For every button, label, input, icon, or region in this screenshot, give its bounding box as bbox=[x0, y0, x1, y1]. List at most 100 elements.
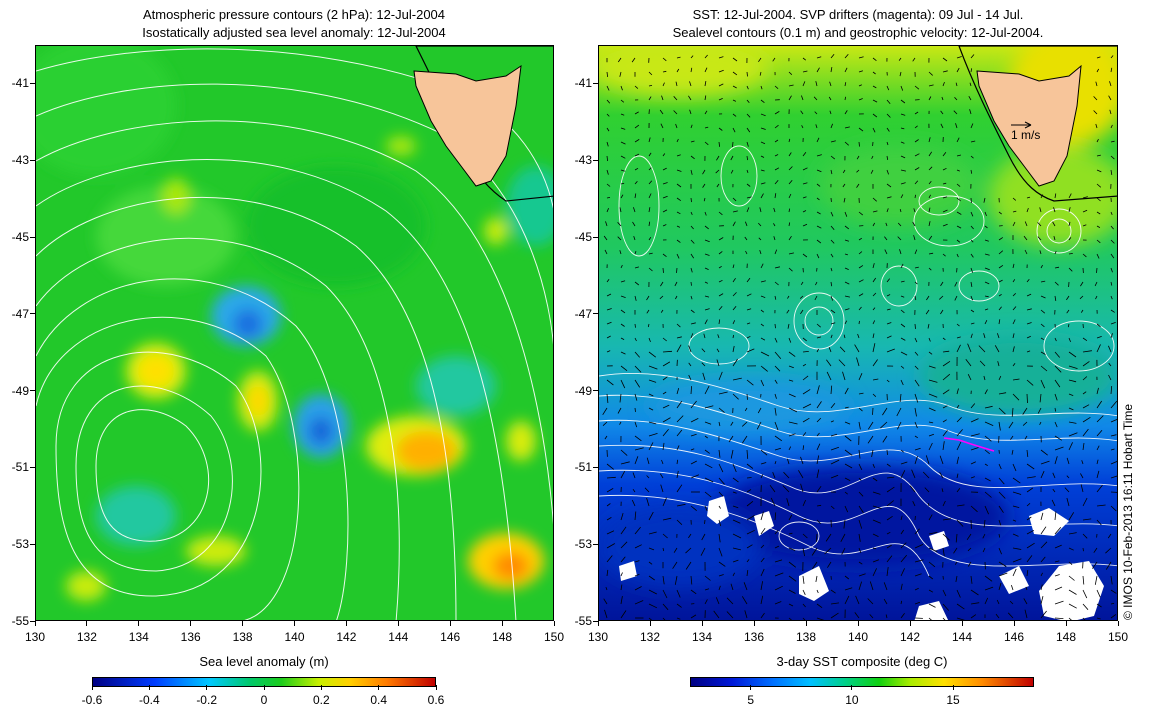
velocity-arrow bbox=[956, 323, 960, 327]
velocity-arrow bbox=[760, 263, 764, 269]
velocity-arrow bbox=[1082, 376, 1088, 381]
velocity-arrow bbox=[1108, 374, 1112, 381]
velocity-arrow bbox=[900, 470, 906, 479]
left-x-tick-mark bbox=[449, 621, 451, 626]
velocity-arrow bbox=[858, 519, 863, 529]
velocity-arrow bbox=[718, 265, 722, 269]
velocity-arrow bbox=[858, 392, 864, 395]
velocity-arrow bbox=[816, 183, 821, 187]
velocity-arrow bbox=[648, 442, 654, 451]
velocity-arrow bbox=[996, 599, 1000, 605]
velocity-arrow bbox=[1068, 267, 1073, 272]
velocity-arrow bbox=[842, 169, 846, 174]
velocity-arrow bbox=[648, 152, 652, 157]
velocity-arrow bbox=[802, 432, 807, 437]
velocity-arrow bbox=[718, 127, 723, 131]
velocity-arrow bbox=[956, 169, 960, 172]
velocity-arrow bbox=[984, 308, 989, 311]
right-x-tick-label: 148 bbox=[1055, 630, 1077, 644]
velocity-arrow bbox=[690, 124, 693, 129]
velocity-arrow bbox=[1052, 488, 1056, 493]
velocity-arrow bbox=[620, 194, 624, 199]
velocity-arrow bbox=[688, 345, 692, 353]
velocity-arrow bbox=[816, 455, 820, 465]
velocity-arrow bbox=[716, 359, 720, 367]
velocity-arrow bbox=[704, 54, 708, 59]
velocity-arrow bbox=[662, 497, 667, 507]
velocity-arrow bbox=[826, 359, 832, 367]
velocity-arrow bbox=[925, 309, 930, 315]
velocity-scale-label: 1 m/s bbox=[1011, 128, 1040, 142]
velocity-arrow bbox=[830, 420, 834, 423]
velocity-arrow bbox=[718, 371, 723, 381]
velocity-arrow bbox=[1026, 503, 1031, 507]
velocity-arrow bbox=[900, 85, 904, 91]
velocity-arrow bbox=[732, 572, 735, 577]
velocity-arrow bbox=[718, 251, 723, 255]
velocity-arrow bbox=[1054, 435, 1063, 441]
right-y-tick-label: -51 bbox=[574, 460, 592, 475]
velocity-arrow bbox=[619, 393, 622, 403]
velocity-arrow bbox=[928, 166, 933, 171]
velocity-arrow bbox=[998, 407, 1006, 415]
velocity-arrow bbox=[704, 575, 711, 581]
velocity-arrow bbox=[829, 81, 832, 87]
velocity-arrow bbox=[1067, 323, 1070, 328]
velocity-arrow bbox=[998, 491, 1006, 499]
velocity-arrow bbox=[858, 293, 864, 297]
velocity-arrow bbox=[802, 499, 806, 507]
velocity-arrow bbox=[1109, 81, 1112, 87]
velocity-arrow bbox=[914, 435, 919, 439]
right-y-tick-label: -45 bbox=[574, 230, 592, 244]
velocity-arrow bbox=[1082, 547, 1084, 552]
velocity-arrow bbox=[1110, 239, 1115, 244]
velocity-arrow bbox=[788, 547, 796, 551]
velocity-arrow bbox=[606, 278, 610, 283]
velocity-arrow bbox=[659, 295, 664, 300]
left-x-tick-mark bbox=[345, 621, 347, 626]
velocity-arrow bbox=[872, 519, 881, 524]
velocity-arrow bbox=[1066, 475, 1070, 479]
velocity-arrow bbox=[956, 388, 959, 395]
velocity-arrow bbox=[914, 167, 920, 171]
velocity-arrow bbox=[788, 365, 794, 369]
velocity-arrow bbox=[954, 97, 958, 101]
velocity-arrow bbox=[1040, 323, 1045, 328]
velocity-arrow bbox=[872, 568, 877, 577]
velocity-arrow bbox=[772, 57, 776, 62]
velocity-arrow bbox=[955, 82, 958, 87]
velocity-arrow bbox=[732, 393, 739, 400]
velocity-arrow bbox=[1012, 197, 1017, 201]
velocity-arrow bbox=[662, 70, 667, 73]
velocity-arrow bbox=[674, 281, 678, 287]
velocity-arrow bbox=[788, 84, 794, 87]
velocity-arrow bbox=[830, 459, 840, 465]
velocity-arrow bbox=[872, 393, 877, 397]
velocity-arrow bbox=[1037, 222, 1042, 227]
velocity-arrow bbox=[956, 67, 960, 73]
velocity-arrow bbox=[802, 363, 807, 367]
velocity-arrow bbox=[774, 559, 783, 563]
velocity-arrow bbox=[773, 236, 776, 241]
velocity-arrow bbox=[646, 295, 650, 301]
velocity-arrow bbox=[830, 54, 835, 59]
velocity-arrow bbox=[676, 138, 679, 143]
velocity-arrow bbox=[1054, 511, 1057, 521]
velocity-arrow bbox=[844, 595, 850, 605]
velocity-arrow bbox=[872, 491, 881, 495]
velocity-arrow bbox=[897, 222, 902, 227]
velocity-arrow bbox=[801, 125, 804, 129]
velocity-arrow bbox=[941, 488, 944, 493]
velocity-arrow bbox=[956, 56, 962, 59]
velocity-arrow bbox=[802, 589, 806, 595]
velocity-arrow bbox=[1026, 379, 1034, 386]
velocity-arrow bbox=[998, 211, 1002, 215]
velocity-arrow bbox=[773, 207, 776, 213]
velocity-arrow bbox=[704, 505, 708, 512]
right-x-tick-label: 140 bbox=[847, 630, 869, 644]
velocity-arrow bbox=[774, 365, 781, 372]
velocity-arrow bbox=[620, 541, 628, 549]
velocity-arrow bbox=[830, 140, 836, 143]
velocity-arrow bbox=[648, 252, 653, 255]
velocity-arrow bbox=[914, 323, 916, 329]
